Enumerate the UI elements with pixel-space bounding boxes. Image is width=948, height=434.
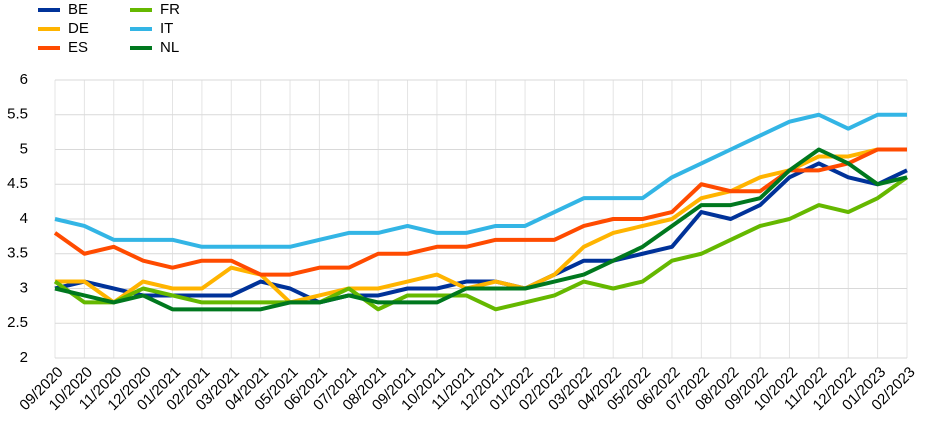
legend-label: DE xyxy=(68,20,89,37)
y-tick-label: 5 xyxy=(20,140,28,157)
legend-label: FR xyxy=(160,1,180,18)
y-tick-label: 4 xyxy=(20,210,28,227)
y-tick-label: 5.5 xyxy=(7,106,28,123)
y-tick-label: 6 xyxy=(20,71,28,88)
y-tick-label: 3 xyxy=(20,279,28,296)
y-tick-label: 3.5 xyxy=(7,245,28,262)
legend-label: BE xyxy=(68,1,88,18)
y-tick-label: 4.5 xyxy=(7,175,28,192)
line-series xyxy=(54,161,908,305)
legend-label: ES xyxy=(68,39,88,56)
line-series xyxy=(53,175,909,312)
line-series xyxy=(55,147,907,305)
y-tick-label: 2.5 xyxy=(7,314,28,331)
line-series xyxy=(54,147,908,312)
line-series xyxy=(53,147,907,277)
y-tick-label: 2 xyxy=(20,349,28,366)
legend-label: IT xyxy=(160,20,173,37)
line-series xyxy=(54,112,907,249)
legend-label: NL xyxy=(160,39,179,56)
